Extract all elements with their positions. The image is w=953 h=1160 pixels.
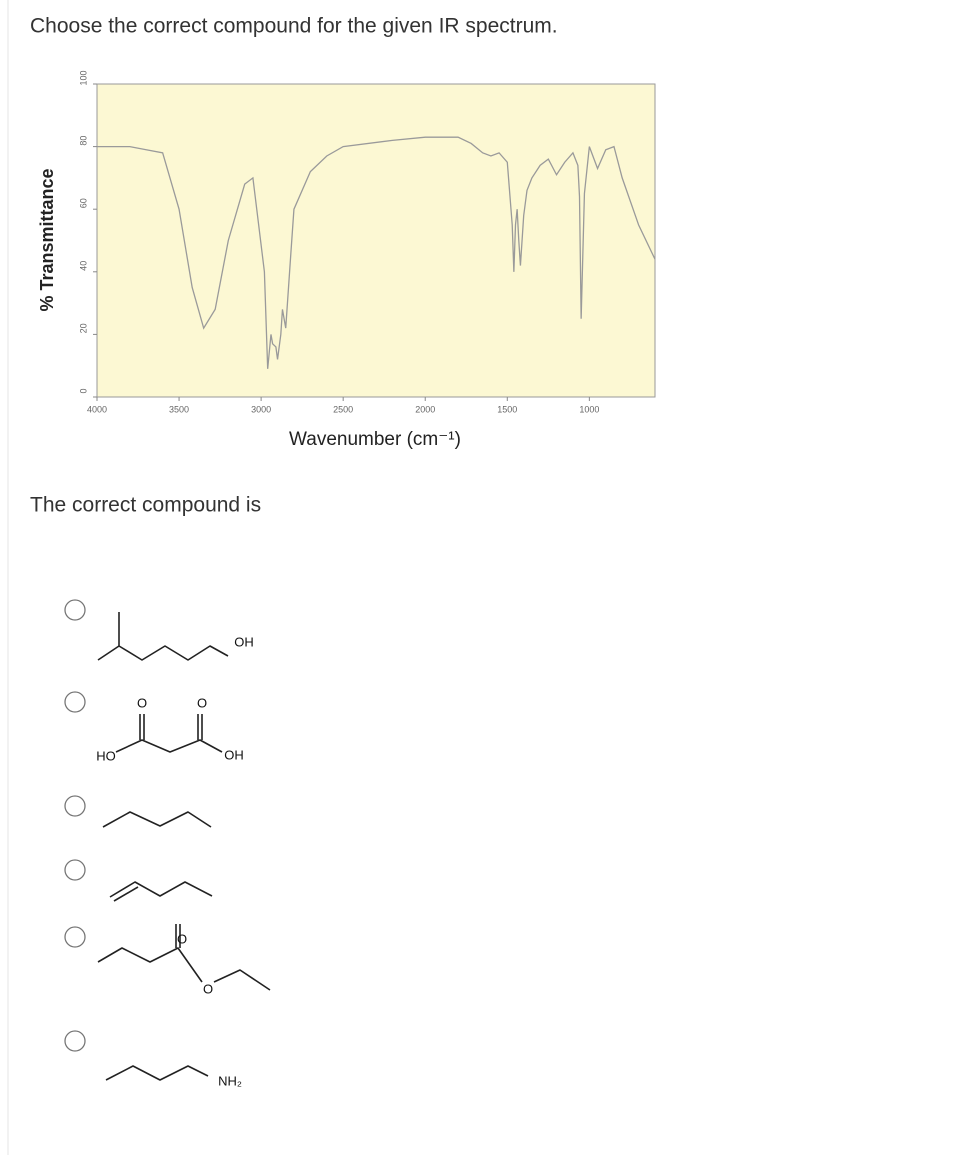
structure-1 bbox=[97, 612, 229, 661]
atom-label: O bbox=[177, 931, 187, 946]
structure-6 bbox=[105, 1065, 209, 1081]
atom-label: NH₂ bbox=[218, 1073, 242, 1088]
x-tick-label: 3000 bbox=[251, 404, 271, 414]
x-tick-label: 3500 bbox=[169, 404, 189, 414]
y-tick-label: 80 bbox=[78, 136, 88, 146]
radio-button[interactable] bbox=[64, 859, 86, 881]
x-tick-label: 1500 bbox=[497, 404, 517, 414]
x-tick-label: 4000 bbox=[87, 404, 107, 414]
y-tick-label: 40 bbox=[78, 261, 88, 271]
structure-5 bbox=[97, 924, 271, 991]
radio-button[interactable] bbox=[64, 1030, 86, 1052]
x-tick-label: 2500 bbox=[333, 404, 353, 414]
radio-button[interactable] bbox=[64, 599, 86, 621]
atom-label: OH bbox=[234, 634, 254, 649]
atom-label: O bbox=[203, 981, 213, 996]
y-tick-label: 0 bbox=[78, 388, 88, 393]
prompt: The correct compound is bbox=[30, 494, 261, 517]
chart: 0 20 40 60 80 100 4000 3500 3000 2500 2000 1500 1000… bbox=[37, 70, 656, 450]
x-axis-label: Wavenumber (cm⁻¹) bbox=[289, 429, 461, 450]
structure-2 bbox=[115, 714, 223, 753]
y-tick-label: 100 bbox=[78, 70, 88, 85]
structure-3 bbox=[102, 811, 212, 828]
y-tick-label: 60 bbox=[78, 198, 88, 208]
y-tick-label: 20 bbox=[78, 323, 88, 333]
radio-button[interactable] bbox=[64, 691, 86, 713]
x-tick-label: 2000 bbox=[415, 404, 435, 414]
atom-label: HO bbox=[96, 748, 116, 763]
atom-label: OH bbox=[224, 747, 244, 762]
x-tick-label: 1000 bbox=[579, 404, 599, 414]
atom-label: O bbox=[197, 695, 207, 710]
y-axis-label: % Transmittance bbox=[37, 168, 57, 311]
atom-label: O bbox=[137, 695, 147, 710]
radio-button[interactable] bbox=[64, 795, 86, 817]
plot-area bbox=[96, 83, 656, 398]
question: Choose the correct compound for the give… bbox=[30, 15, 558, 38]
radio-button[interactable] bbox=[64, 926, 86, 948]
spectrum-line bbox=[97, 136, 656, 369]
structure-4 bbox=[109, 881, 213, 902]
